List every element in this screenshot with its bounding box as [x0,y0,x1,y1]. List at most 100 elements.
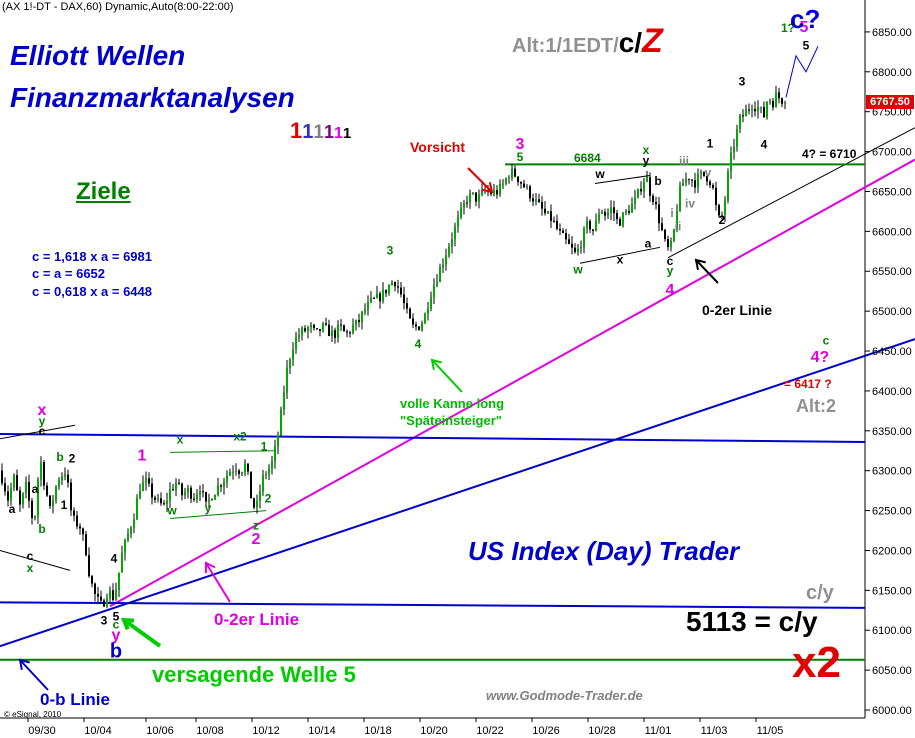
candle-body [466,202,468,204]
candle-body [706,175,708,182]
candle-body [433,285,435,298]
candle-body [85,534,87,556]
candle-body [376,293,378,299]
wave-label: 5 [113,610,120,624]
candle-body [241,472,243,474]
versagende-welle: versagende Welle 5 [152,662,356,687]
trend-lines [0,127,915,661]
candle-body [598,213,600,221]
candle-body [442,264,444,267]
candle-body [106,598,108,607]
candle-body [307,327,309,332]
ziele-line-1: c = 1,618 x a = 6981 [32,249,152,264]
candle-body [670,240,672,248]
wave-label: 4 [761,137,768,151]
candle-body [7,491,9,501]
wave-label: iii [679,154,689,168]
y-tick-label: 6650.00 [872,186,912,198]
candle-body [355,319,357,325]
candle-body [721,214,723,216]
channel-line [169,450,277,453]
candle-body [34,516,36,518]
candle-body [661,223,663,231]
candle-body [421,323,423,330]
wave-label: 3 [387,243,394,257]
wave-label: 4 [415,337,422,351]
candle-body [391,282,393,286]
candle-body [622,212,624,226]
candle-body [259,491,261,501]
candle-body [451,239,453,247]
candle-body [745,109,747,117]
wave-label: x [617,252,624,266]
candle-body [19,490,21,505]
c-question: c? [790,4,821,34]
x-axis: 09/30 10/04 10/06 10/08 10/12 10/14 10/18 10/20… [27,718,783,737]
candle-body [538,199,540,202]
channel-line [594,175,651,184]
candle-body [727,171,729,201]
candle-body [403,294,405,304]
candle-body [460,207,462,218]
x-tick-label: 10/28 [588,725,616,737]
candle-body [694,180,696,188]
candle-body [124,540,126,553]
candle-body [514,168,516,177]
candle-body [601,212,603,214]
candle-body [646,177,648,182]
candle-body [619,219,621,226]
level-6684: 6684 [574,151,601,165]
candle-body [526,186,528,188]
candle-body [115,589,117,600]
candle-body [448,246,450,256]
candle-body [313,324,315,329]
candle-body [751,108,753,110]
y-tick-label: 6200.00 [872,545,912,557]
candle-body [427,308,429,314]
candle-body [301,328,303,336]
candle-body [475,192,477,202]
candle-body [373,297,375,299]
candle-body [718,205,720,216]
candle-body [613,207,615,214]
volle-kanne-2: "Späteinsteiger" [400,413,502,428]
wave-label: v [705,165,712,179]
candle-body [136,498,138,520]
x-tick-label: 10/04 [84,725,112,737]
candle-body [520,182,522,184]
candle-body [781,98,783,104]
y-tick-label: 6700.00 [872,147,912,159]
wave-label: 2 [719,213,726,227]
candle-body [367,301,369,310]
candle-body [511,168,513,178]
candle-body [559,228,561,231]
wave-label: ii [675,220,682,234]
degree-digits: 111111 [290,118,351,144]
candle-body [310,324,312,328]
wave-label: 4 [666,282,675,299]
wave-label: w [594,167,605,181]
candle-body [196,494,198,500]
candle-body [715,187,717,206]
wave-label: b [110,640,122,662]
candle-body [703,171,705,176]
candle-body [226,475,228,482]
wave-label: i [670,206,673,220]
candle-body [70,482,72,511]
candle-body [658,204,660,224]
target-6417: = 6417 ? [784,377,832,391]
candle-body [283,392,285,410]
alt-label: Alt:1/1EDT/c/Z [512,22,663,61]
candle-body [274,446,276,461]
candle-body [589,221,591,230]
y-tick-label: 6100.00 [872,625,912,637]
candle-body [556,220,558,229]
wave-label: x [38,402,47,419]
candle-body [535,199,537,202]
candle-body [67,474,69,483]
volle-kanne-arrow [431,359,463,393]
y-tick-label: 6150.00 [872,585,912,597]
candle-body [13,475,15,489]
candle-body [478,194,480,202]
candle-body [574,247,576,252]
